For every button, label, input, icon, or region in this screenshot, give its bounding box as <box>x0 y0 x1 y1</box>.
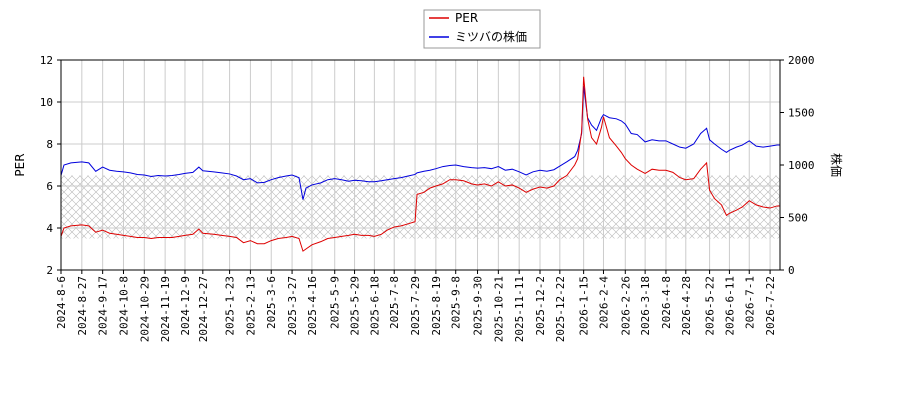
x-tick-label: 2024-12-9 <box>179 276 192 336</box>
right-axis: 0 500 1000 1500 2000 <box>780 54 815 277</box>
x-tick-label: 2025-12-2 <box>534 276 547 336</box>
x-tick-label: 2025-8-19 <box>430 276 443 336</box>
x-tick-label: 2025-3-27 <box>286 276 299 336</box>
y-right-tick-label: 1000 <box>788 159 815 172</box>
y-left-tick-label: 10 <box>40 96 53 109</box>
left-axis: 2 4 6 8 10 12 <box>40 54 61 277</box>
x-tick-label: 2025-11-11 <box>513 276 526 342</box>
x-tick-label: 2024-12-27 <box>197 276 210 342</box>
x-tick-label: 2026-7-1 <box>743 276 756 329</box>
shaded-band <box>61 175 780 239</box>
x-tick-label: 2025-10-21 <box>492 276 505 342</box>
y-axis-label-left: PER <box>13 153 27 176</box>
x-tick-label: 2024-11-19 <box>159 276 172 342</box>
x-tick-label: 2025-7-29 <box>409 276 422 336</box>
legend-label-price: ミツバの株価 <box>455 29 527 44</box>
x-tick-label: 2025-4-16 <box>306 276 319 336</box>
x-tick-label: 2025-12-22 <box>554 276 567 342</box>
x-tick-label: 2025-9-8 <box>450 276 463 329</box>
series-line-price <box>61 86 780 200</box>
legend-box <box>423 9 541 49</box>
x-tick-label: 2026-5-22 <box>704 276 717 336</box>
x-tick-label: 2025-1-23 <box>224 276 237 336</box>
x-tick-label: 2024-9-17 <box>97 276 110 336</box>
y-left-tick-label: 6 <box>46 180 53 193</box>
x-tick-label: 2025-5-29 <box>349 276 362 336</box>
y-right-tick-label: 2000 <box>788 54 815 67</box>
x-tick-label: 2026-4-8 <box>660 276 673 329</box>
grid <box>61 60 780 270</box>
y-left-tick-label: 8 <box>46 138 53 151</box>
x-tick-label: 2025-7-8 <box>388 276 401 329</box>
y-right-tick-label: 1500 <box>788 107 815 120</box>
x-tick-label: 2026-2-4 <box>597 276 610 329</box>
x-tick-label: 2024-10-8 <box>117 276 130 336</box>
series-line-per <box>61 76 780 252</box>
x-tick-label: 2025-5-9 <box>329 276 342 329</box>
x-tick-label: 2026-7-22 <box>764 276 777 336</box>
legend: PER ミツバの株価 <box>423 9 541 49</box>
y-right-tick-label: 500 <box>788 212 808 225</box>
x-tick-label: 2026-2-26 <box>619 276 632 336</box>
y-left-tick-label: 12 <box>40 54 53 67</box>
x-tick-label: 2025-2-13 <box>244 276 257 336</box>
plot-lines <box>61 76 780 252</box>
x-tick-label: 2026-4-28 <box>680 276 693 336</box>
x-tick-label: 2026-3-18 <box>639 276 652 336</box>
y-left-tick-label: 4 <box>46 222 53 235</box>
x-axis: 2024-8-6 2024-8-27 2024-9-17 2024-10-8 2024-… <box>55 270 777 342</box>
y-right-tick-label: 0 <box>788 264 795 277</box>
x-tick-label: 2026-1-15 <box>578 276 591 336</box>
y-left-tick-label: 2 <box>46 264 53 277</box>
x-tick-label: 2025-6-18 <box>368 276 381 336</box>
x-tick-label: 2025-9-30 <box>472 276 485 336</box>
x-tick-label: 2024-10-29 <box>138 276 151 342</box>
x-tick-label: 2024-8-6 <box>55 276 68 329</box>
x-tick-label: 2024-8-27 <box>76 276 89 336</box>
x-tick-label: 2025-3-6 <box>265 276 278 329</box>
legend-label-per: PER <box>455 11 478 25</box>
x-tick-label: 2026-6-11 <box>723 276 736 336</box>
y-axis-label-right: 株価 <box>829 153 844 177</box>
